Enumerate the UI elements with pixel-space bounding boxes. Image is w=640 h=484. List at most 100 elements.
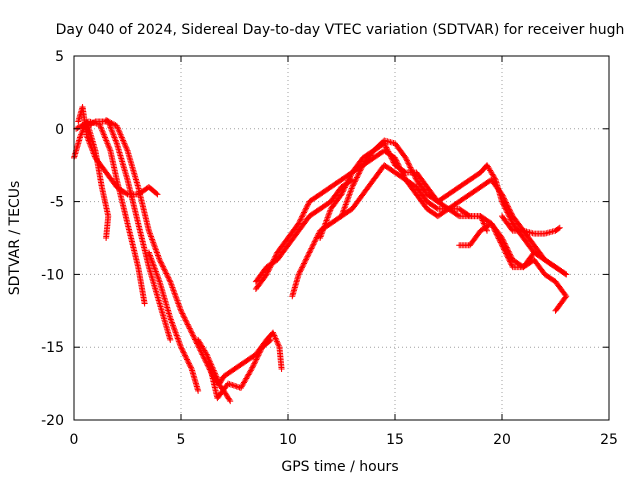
data-point bbox=[253, 355, 260, 362]
data-point bbox=[390, 159, 397, 166]
data-point bbox=[299, 263, 306, 270]
data-point bbox=[106, 146, 113, 153]
data-point bbox=[190, 332, 197, 339]
data-point bbox=[353, 174, 360, 181]
data-point bbox=[158, 260, 165, 267]
data-point bbox=[111, 121, 118, 128]
data-point bbox=[383, 145, 390, 152]
data-point bbox=[304, 202, 311, 209]
data-point bbox=[507, 216, 514, 223]
data-point bbox=[326, 208, 333, 215]
data-point bbox=[357, 166, 364, 173]
data-point bbox=[264, 268, 271, 275]
data-point bbox=[175, 338, 182, 345]
data-point bbox=[226, 396, 233, 403]
data-point bbox=[341, 185, 348, 192]
y-axis-label: SDTVAR / TECUs bbox=[7, 181, 23, 296]
data-point bbox=[85, 122, 92, 129]
data-point bbox=[212, 371, 219, 378]
data-point bbox=[145, 249, 152, 256]
data-point bbox=[271, 255, 278, 262]
data-point bbox=[404, 159, 411, 166]
data-point bbox=[338, 213, 345, 220]
data-point bbox=[86, 138, 93, 145]
data-point bbox=[166, 277, 173, 284]
data-point bbox=[168, 317, 175, 324]
data-point bbox=[182, 315, 189, 322]
data-point bbox=[112, 135, 119, 142]
data-point bbox=[389, 158, 396, 165]
data-point bbox=[181, 351, 188, 358]
data-point bbox=[250, 361, 257, 368]
x-axis-label: GPS time / hours bbox=[281, 459, 398, 475]
data-point bbox=[320, 224, 327, 231]
data-point bbox=[116, 128, 123, 135]
data-point bbox=[303, 204, 310, 211]
data-point bbox=[307, 246, 314, 253]
data-point bbox=[357, 167, 364, 174]
data-point bbox=[278, 366, 285, 373]
data-point bbox=[174, 297, 181, 304]
data-point bbox=[159, 262, 166, 269]
data-point bbox=[171, 326, 178, 333]
data-point bbox=[300, 261, 307, 268]
data-point bbox=[345, 192, 352, 199]
data-point bbox=[89, 147, 96, 154]
data-point bbox=[299, 264, 306, 271]
data-point bbox=[186, 361, 193, 368]
data-point bbox=[341, 184, 348, 191]
data-point bbox=[117, 131, 124, 138]
satellite-track-track-14 bbox=[456, 220, 570, 314]
data-point bbox=[345, 177, 352, 184]
data-point bbox=[477, 213, 484, 220]
data-point bbox=[505, 247, 512, 254]
data-point bbox=[340, 207, 347, 214]
data-point bbox=[270, 257, 277, 264]
data-point bbox=[273, 336, 280, 343]
data-point bbox=[295, 220, 302, 227]
data-point bbox=[99, 128, 106, 135]
data-point bbox=[270, 256, 277, 263]
data-point bbox=[176, 341, 183, 348]
data-point bbox=[163, 270, 170, 277]
data-point bbox=[266, 265, 273, 272]
data-point bbox=[167, 278, 174, 285]
data-point bbox=[101, 133, 108, 140]
data-point bbox=[322, 218, 329, 225]
data-point bbox=[503, 243, 510, 250]
data-point bbox=[152, 245, 159, 252]
data-point bbox=[188, 328, 195, 335]
data-point bbox=[169, 322, 176, 329]
data-point bbox=[150, 262, 157, 269]
data-point bbox=[145, 227, 152, 234]
data-point bbox=[98, 125, 105, 132]
data-point bbox=[148, 235, 155, 241]
data-point bbox=[266, 264, 273, 271]
data-point bbox=[161, 266, 168, 273]
data-point bbox=[88, 120, 95, 127]
data-point bbox=[148, 233, 155, 240]
data-point bbox=[182, 317, 189, 324]
data-point bbox=[90, 150, 97, 157]
y-tick-label: -20 bbox=[41, 413, 64, 429]
data-point bbox=[296, 270, 303, 277]
data-point bbox=[311, 238, 318, 245]
data-point bbox=[178, 307, 184, 314]
data-point bbox=[185, 322, 192, 329]
data-point bbox=[501, 202, 508, 209]
data-point bbox=[248, 366, 255, 373]
plot-frame bbox=[73, 55, 610, 421]
data-point bbox=[555, 225, 562, 232]
data-point bbox=[297, 267, 304, 274]
y-tick-label: -15 bbox=[41, 340, 64, 356]
data-point bbox=[324, 216, 331, 223]
data-point bbox=[382, 143, 389, 150]
data-point bbox=[499, 236, 506, 243]
data-point bbox=[503, 244, 510, 251]
data-point bbox=[507, 252, 514, 259]
data-point bbox=[122, 143, 129, 150]
data-point bbox=[83, 123, 90, 130]
data-point bbox=[322, 220, 329, 227]
data-point bbox=[75, 124, 82, 131]
data-point bbox=[500, 201, 507, 208]
